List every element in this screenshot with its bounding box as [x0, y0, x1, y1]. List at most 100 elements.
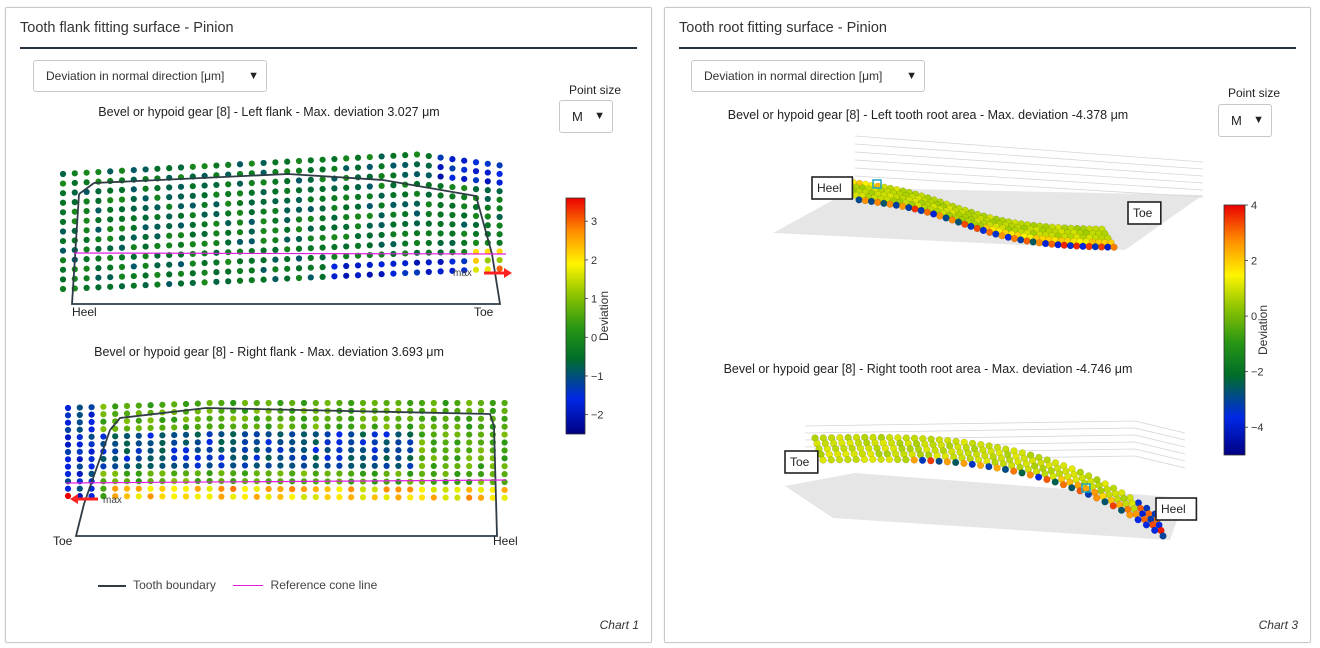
data-point: [194, 439, 201, 446]
point-size-dropdown[interactable]: M ▼: [559, 100, 613, 133]
data-point: [289, 446, 296, 454]
root-chart-panel: Tooth root fitting surface - Pinion Devi…: [664, 7, 1311, 643]
data-point: [236, 219, 244, 226]
data-point: [461, 175, 468, 183]
point-size-dropdown[interactable]: M ▼: [1218, 104, 1272, 137]
data-point: [307, 215, 314, 222]
data-point: [154, 281, 161, 288]
data-point: [461, 230, 468, 237]
data-point: [277, 493, 284, 500]
data-point: [107, 264, 114, 271]
data-point: [461, 212, 468, 219]
data-point: [100, 470, 107, 477]
data-point: [348, 486, 355, 493]
data-point: [366, 222, 373, 229]
data-point: [378, 172, 385, 180]
colorbar-tick-label: 4: [1251, 200, 1257, 212]
data-point: [295, 245, 303, 252]
data-point: [83, 246, 90, 253]
data-point: [123, 470, 131, 477]
data-point: [952, 458, 960, 467]
data-point: [359, 415, 367, 422]
data-point: [260, 208, 267, 215]
grid-line: [854, 159, 1204, 184]
data-point: [236, 277, 244, 284]
data-point: [100, 463, 107, 470]
data-point: [885, 455, 893, 464]
chart-number: Chart 3: [1258, 618, 1298, 632]
data-point: [312, 423, 319, 430]
data-point: [407, 415, 414, 422]
legend-cone-label: Reference cone line: [270, 578, 378, 592]
data-point: [312, 493, 319, 501]
data-point: [331, 204, 338, 212]
data-point: [489, 399, 496, 407]
data-point: [430, 447, 437, 454]
data-point: [844, 455, 852, 464]
data-point: [248, 189, 255, 196]
data-point: [437, 268, 444, 275]
data-point: [413, 269, 421, 276]
chevron-down-icon: ▼: [594, 110, 605, 122]
data-point: [402, 220, 409, 228]
data-point: [194, 477, 201, 485]
data-point: [496, 213, 503, 221]
data-point: [472, 221, 480, 229]
data-point: [260, 247, 267, 254]
data-point: [395, 494, 402, 501]
data-point: [76, 448, 83, 455]
data-point: [1104, 243, 1112, 251]
data-point: [366, 242, 373, 249]
data-point: [253, 423, 260, 430]
data-point: [395, 431, 402, 438]
deviation-direction-dropdown[interactable]: Deviation in normal direction [μm] ▼: [33, 60, 267, 92]
end-label-heel-box: [811, 176, 854, 200]
data-point: [343, 155, 350, 162]
data-point: [112, 433, 119, 440]
data-point: [171, 424, 178, 431]
data-point: [147, 470, 154, 477]
colorbar-label: Deviation: [1256, 305, 1270, 355]
data-point: [135, 455, 142, 462]
data-point: [123, 485, 131, 492]
data-point: [284, 236, 291, 243]
data-point: [319, 205, 326, 212]
data-point: [130, 205, 137, 212]
data-point: [496, 196, 503, 203]
data-point: [118, 244, 126, 251]
data-point: [472, 186, 480, 193]
data-point: [383, 399, 390, 407]
data-point: [135, 440, 142, 447]
data-point: [59, 218, 67, 226]
data-point: [312, 454, 319, 461]
data-point: [418, 399, 426, 407]
data-point: [477, 447, 485, 454]
data-point: [236, 209, 244, 216]
data-point: [359, 454, 367, 462]
data-point: [395, 407, 402, 414]
data-point: [855, 196, 863, 204]
data-point: [107, 226, 114, 233]
data-point: [1004, 233, 1012, 241]
data-point: [118, 283, 126, 290]
data-point: [395, 478, 402, 485]
deviation-direction-dropdown[interactable]: Deviation in normal direction [μm] ▼: [691, 60, 925, 92]
data-point: [430, 494, 437, 501]
data-point: [177, 203, 185, 210]
title-divider: [679, 47, 1296, 49]
data-point: [130, 186, 137, 193]
data-point: [466, 407, 473, 414]
data-point: [437, 220, 444, 228]
data-point: [154, 242, 161, 250]
data-point: [241, 446, 249, 453]
data-point: [312, 415, 319, 422]
data-point: [241, 478, 249, 485]
data-point: [472, 212, 480, 220]
data-point: [390, 191, 397, 199]
data-point: [277, 415, 284, 422]
data-point: [484, 178, 491, 185]
data-point: [123, 463, 131, 470]
data-point: [484, 160, 491, 167]
data-point: [449, 211, 456, 219]
chart-title-right-flank: Bevel or hypoid gear [8] - Right flank -…: [94, 345, 444, 359]
